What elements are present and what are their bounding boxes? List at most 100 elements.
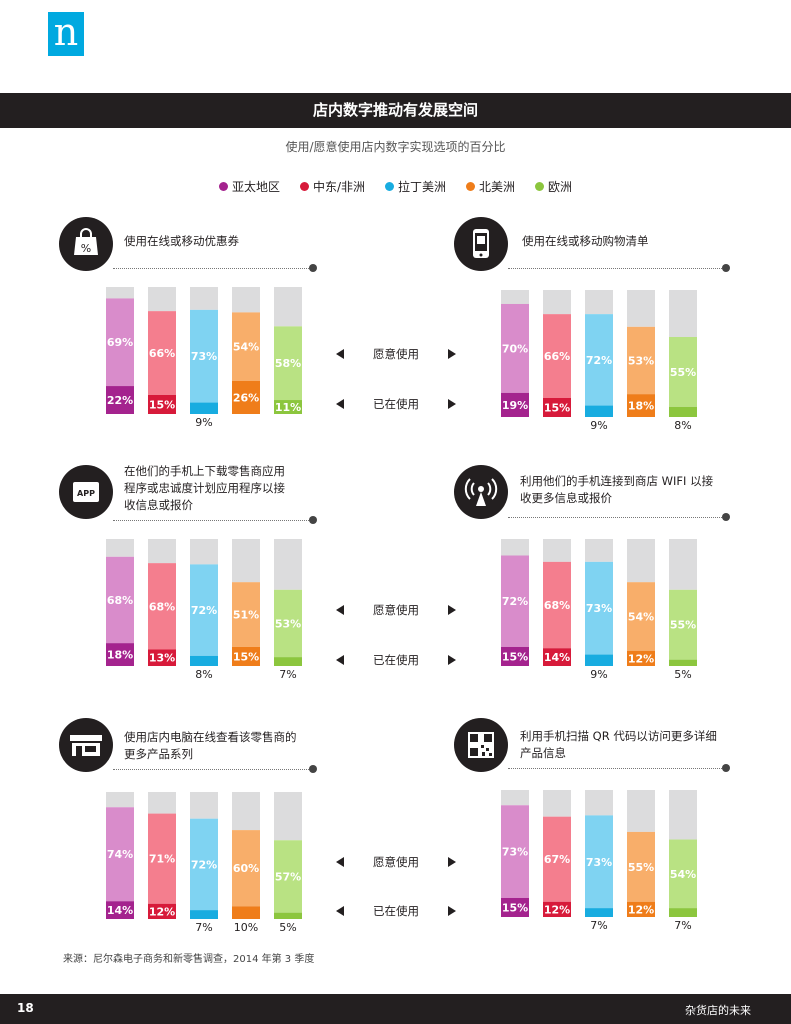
page-title: 店内数字推动有发展空间 (0, 93, 791, 128)
bar-remainder (274, 539, 302, 590)
data-label-using: 12% (628, 903, 654, 916)
bar-using (190, 655, 218, 666)
legend-item-europe: 欧洲 (535, 178, 572, 195)
bar-remainder (106, 287, 134, 299)
bar-willing (106, 298, 134, 387)
bar-remainder (543, 790, 571, 817)
bar-using (585, 908, 613, 917)
bar-using (190, 402, 218, 414)
legend-item-north-america: 北美洲 (466, 178, 515, 195)
app-icon: APP (59, 465, 113, 519)
bar-using (543, 648, 571, 666)
bar-remainder (148, 287, 176, 312)
bar-remainder (106, 539, 134, 557)
chart-shopping-list: 70% 19% 66% 15% 72% 9% 53% 18% 55% 8% (495, 289, 705, 434)
chart-svg: 73% 15% 67% 12% 73% 7% 55% 12% 54% 7% (501, 790, 697, 932)
bar-using (148, 394, 176, 414)
bar-willing (274, 589, 302, 658)
bar-using (627, 394, 655, 417)
chart-svg: 70% 19% 66% 15% 72% 9% 53% 18% 55% 8% (501, 290, 697, 432)
bar-using (627, 650, 655, 666)
bar-willing (232, 582, 260, 647)
bar-willing (543, 314, 571, 398)
data-label-using: 5% (279, 921, 296, 934)
bar-willing (501, 555, 529, 647)
source-note: 来源：尼尔森电子商务和新零售调查，2014 年第 3 季度 (63, 954, 315, 965)
bar-remainder (274, 792, 302, 841)
legend-item-middle-east-africa: 中东/非洲 (299, 178, 365, 195)
data-label-using: 7% (195, 921, 212, 934)
bar-willing (232, 830, 260, 907)
data-label-willing: 67% (544, 853, 570, 866)
bar-willing (585, 815, 613, 909)
bar-remainder (627, 790, 655, 832)
data-label-willing: 60% (233, 862, 259, 875)
store-computer-icon (59, 718, 113, 772)
data-label-using: 11% (275, 401, 301, 414)
panel-divider (113, 769, 311, 770)
data-label-willing: 68% (107, 594, 133, 607)
shopping-bag-percent-icon: % (59, 217, 113, 271)
chart-svg: 72% 15% 68% 14% 73% 9% 54% 12% 55% 5% (501, 539, 697, 681)
bar-using (274, 912, 302, 919)
legend-swatch (218, 182, 228, 191)
data-label-using: 15% (149, 398, 175, 411)
bar-willing (501, 805, 529, 898)
panel-divider-end (309, 264, 317, 272)
panel-divider-end (722, 764, 730, 772)
arrow-right-icon (448, 857, 456, 867)
chart-store-wifi: 72% 15% 68% 14% 73% 9% 54% 12% 55% 5% (495, 538, 705, 683)
bar-using (585, 405, 613, 417)
arrow-right-icon (448, 399, 456, 409)
bar-using (274, 657, 302, 666)
bar-willing (274, 326, 302, 401)
bar-willing (627, 326, 655, 395)
data-label-willing: 68% (149, 600, 175, 613)
panel-title-shopping-list: 使用在线或移动购物清单 (522, 234, 649, 248)
data-label-using: 14% (107, 904, 133, 917)
chart-retailer-app: 68% 18% 68% 13% 72% 8% 51% 15% 53% 7% (100, 538, 310, 683)
bar-willing (585, 561, 613, 655)
chart-svg: 69% 22% 66% 15% 73% 9% 54% 26% 58% 11% (106, 287, 302, 429)
arrow-left-icon (336, 399, 344, 409)
bar-remainder (585, 539, 613, 562)
bar-using (148, 903, 176, 919)
bar-using (501, 392, 529, 417)
bar-using (274, 400, 302, 414)
bar-remainder (148, 539, 176, 564)
bar-remainder (627, 539, 655, 583)
bar-remainder (232, 287, 260, 313)
bar-using (585, 654, 613, 666)
data-label-willing: 72% (586, 354, 612, 367)
chart-in-store-computer: 74% 14% 71% 12% 72% 7% 60% 10% 57% 5% (100, 791, 310, 936)
data-label-using: 9% (195, 416, 212, 429)
arrow-right-icon (448, 906, 456, 916)
bar-remainder (669, 539, 697, 590)
data-label-willing: 72% (191, 604, 217, 617)
bar-willing (585, 314, 613, 406)
data-label-willing: 73% (586, 602, 612, 615)
chart-svg: 68% 18% 68% 13% 72% 8% 51% 15% 53% 7% (106, 539, 302, 681)
data-label-using: 9% (590, 419, 607, 432)
panel-divider (508, 768, 724, 769)
bar-using (669, 908, 697, 917)
arrow-right-icon (448, 655, 456, 665)
bar-remainder (148, 792, 176, 814)
arrow-left-icon (336, 349, 344, 359)
bar-using (501, 897, 529, 917)
chart-coupons: 69% 22% 66% 15% 73% 9% 54% 26% 58% 11% (100, 286, 310, 431)
panel-title-in-store-computer: 使用店内电脑在线查看该零售商的 更多产品系列 (124, 730, 297, 761)
bar-remainder (585, 290, 613, 315)
data-label-willing: 72% (191, 858, 217, 871)
data-label-using: 5% (674, 668, 691, 681)
panel-divider-end (309, 765, 317, 773)
data-label-using: 8% (195, 668, 212, 681)
data-label-willing: 74% (107, 848, 133, 861)
bar-remainder (669, 290, 697, 337)
panel-title-coupons: 使用在线或移动优惠券 (124, 234, 239, 248)
panel-title-retailer-app: 在他们的手机上下载零售商应用 程序或忠诚度计划应用程序以接 收信息或报价 (124, 464, 285, 512)
data-label-willing: 73% (586, 856, 612, 869)
data-label-using: 15% (502, 901, 528, 914)
bar-willing (543, 561, 571, 649)
data-label-willing: 70% (502, 342, 528, 355)
